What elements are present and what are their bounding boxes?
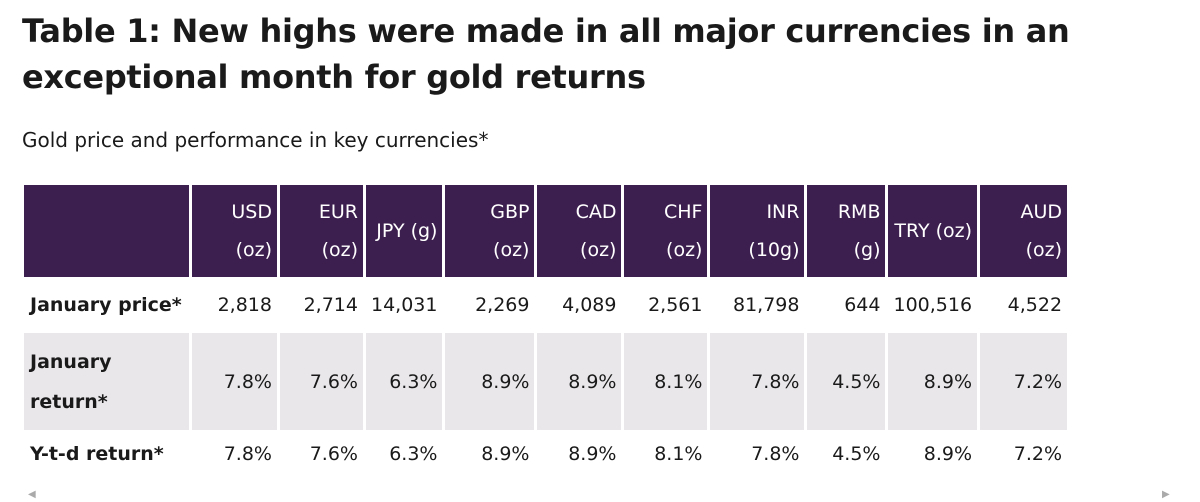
row-label: January price* — [30, 294, 182, 316]
cell: 644 — [844, 294, 881, 316]
header-cell: TRY (oz) — [888, 185, 978, 277]
cell: 2,269 — [475, 294, 530, 316]
table: USD (oz) EUR (oz) JPY (g) GBP (oz) CAD (oz) CHF (o… — [21, 185, 1070, 478]
header-text: (10g) — [748, 239, 800, 261]
subtitle: Gold price and performance in key curren… — [22, 128, 489, 152]
cell: 2,714 — [303, 294, 358, 316]
header-text: EUR — [318, 201, 358, 223]
header-text: (oz) — [493, 239, 530, 261]
cell: 8.1% — [624, 333, 708, 430]
cell: 7.2% — [980, 333, 1068, 430]
header-text: RMB — [837, 201, 881, 223]
cell: 8.9% — [445, 333, 535, 430]
cell: 6.3% — [366, 333, 443, 430]
header-cell: AUD (oz) — [980, 185, 1068, 277]
header-text: CHF — [664, 201, 703, 223]
header-text: CAD — [575, 201, 617, 223]
header-cell — [24, 185, 189, 277]
header-text: TRY (oz) — [894, 220, 973, 242]
cell: 4.5% — [807, 333, 886, 430]
cell: 7.8% — [223, 443, 272, 465]
header-cell: CHF (oz) — [624, 185, 708, 277]
cell: 2,561 — [648, 294, 703, 316]
row-label: January return* — [24, 333, 189, 430]
scroll-left[interactable]: ◀ — [28, 489, 36, 500]
cell: 4,089 — [562, 294, 617, 316]
cell: 7.8% — [751, 443, 800, 465]
cell: 8.9% — [888, 333, 978, 430]
cell: 7.8% — [710, 333, 805, 430]
cell: 6.3% — [389, 443, 438, 465]
cell: 8.9% — [568, 443, 617, 465]
header-cell: EUR (oz) — [280, 185, 363, 277]
cell: 2,818 — [217, 294, 272, 316]
header-cell: JPY (g) — [366, 185, 443, 277]
cell: 8.9% — [923, 443, 973, 465]
header-text: JPY (g) — [376, 220, 438, 242]
cell: 4,522 — [1007, 294, 1063, 316]
cell: 7.6% — [280, 333, 363, 430]
cell: 4.5% — [832, 443, 881, 465]
header-row: USD (oz) EUR (oz) JPY (g) GBP (oz) CAD (oz) CHF (o… — [24, 185, 1068, 277]
cell: 8.1% — [654, 443, 703, 465]
header-text: (oz) — [580, 239, 617, 261]
cell: 81,798 — [733, 294, 800, 316]
header-text: (g) — [853, 239, 881, 261]
table-row: January return* 7.8% 7.6% 6.3% 8.9% 8.9% 8.1% 7… — [24, 333, 1068, 430]
scroll-right[interactable]: ▶ — [1162, 489, 1170, 500]
header-text: GBP — [490, 201, 530, 223]
header-text: (oz) — [666, 239, 703, 261]
header-text: (oz) — [235, 239, 272, 261]
header-text: AUD — [1020, 201, 1063, 223]
cell: 8.9% — [537, 333, 622, 430]
header-text: INR — [766, 201, 800, 223]
cell: 7.2% — [1013, 443, 1063, 465]
cell: 7.8% — [192, 333, 277, 430]
cell: 100,516 — [893, 294, 973, 316]
cell: 7.6% — [309, 443, 358, 465]
header-cell: INR (10g) — [710, 185, 805, 277]
header-cell: USD (oz) — [192, 185, 277, 277]
header-cell: RMB (g) — [807, 185, 886, 277]
header-text: (oz) — [321, 239, 358, 261]
title: Table 1: New highs were made in all majo… — [22, 12, 1070, 96]
row-label: Y-t-d return* — [30, 443, 164, 465]
header-text: (oz) — [1025, 239, 1063, 261]
header-text: USD — [231, 201, 272, 223]
table-row: Y-t-d return* 7.8% 7.6% 6.3% 8.9% 8.9% 8.1% 7.8… — [24, 430, 1067, 478]
table-row: January price* 2,818 2,714 14,031 2,269 4,089… — [24, 277, 1067, 333]
cell: 14,031 — [371, 294, 438, 316]
table-body: January price* 2,818 2,714 14,031 2,269 4,089… — [24, 277, 1068, 478]
cell: 8.9% — [481, 443, 530, 465]
header-cell: GBP (oz) — [445, 185, 535, 277]
header-cell: CAD (oz) — [537, 185, 622, 277]
